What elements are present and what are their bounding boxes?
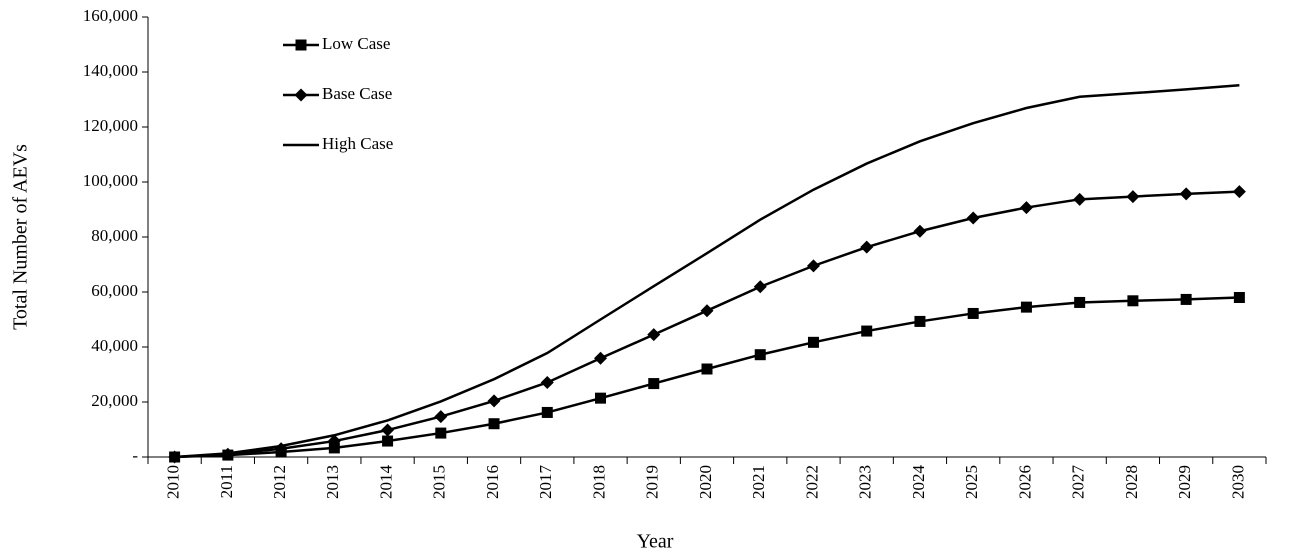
x-tick-label: 2017 (536, 465, 555, 500)
series-line (174, 296, 1240, 459)
legend-marker (294, 88, 308, 102)
y-tick-label: 160,000 (83, 6, 138, 25)
marker (913, 224, 927, 238)
x-tick-label: 2026 (1015, 465, 1034, 499)
marker (541, 406, 553, 418)
marker (1180, 293, 1192, 305)
x-tick-label: 2014 (376, 465, 395, 500)
legend-label: Base Case (322, 84, 392, 103)
y-tick-label: 20,000 (91, 391, 138, 410)
x-tick-label: 2012 (270, 465, 289, 499)
x-tick-label: 2029 (1175, 465, 1194, 499)
y-tick-label: 40,000 (91, 336, 138, 355)
marker (1074, 296, 1086, 308)
marker (860, 240, 874, 254)
marker (594, 351, 608, 365)
marker (700, 304, 714, 318)
x-tick-label: 2016 (483, 465, 502, 499)
marker (806, 259, 820, 273)
marker (914, 315, 926, 327)
marker (648, 378, 660, 390)
x-tick-label: 2021 (749, 465, 768, 499)
marker (807, 336, 819, 348)
marker (434, 410, 448, 424)
y-tick-label: 120,000 (83, 116, 138, 135)
marker (967, 307, 979, 319)
x-tick-label: 2013 (323, 465, 342, 499)
x-tick-label: 2030 (1228, 465, 1247, 499)
y-axis-label: Total Number of AEVs (10, 144, 32, 330)
x-tick-label: 2025 (962, 465, 981, 499)
x-tick-label: 2027 (1069, 465, 1088, 500)
marker (381, 423, 395, 437)
marker (435, 427, 447, 439)
marker (1019, 201, 1033, 215)
marker (753, 280, 767, 294)
series-line (174, 83, 1240, 459)
marker (754, 349, 766, 361)
y-tick-label: - (132, 446, 138, 465)
y-tick-label: 100,000 (83, 171, 138, 190)
marker (540, 375, 554, 389)
marker (1127, 295, 1139, 307)
y-tick-label: 140,000 (83, 61, 138, 80)
marker (487, 394, 501, 408)
x-tick-label: 2028 (1122, 465, 1141, 499)
x-axis-label: Year (637, 531, 674, 553)
x-tick-label: 2024 (909, 465, 928, 500)
x-tick-label: 2011 (217, 465, 236, 498)
marker (595, 392, 607, 404)
marker (382, 435, 394, 447)
series-line (174, 190, 1240, 459)
marker (966, 211, 980, 225)
legend-marker (295, 39, 307, 51)
marker (861, 325, 873, 337)
marker (647, 328, 661, 342)
marker (1020, 301, 1032, 313)
legend-label: Low Case (322, 34, 390, 53)
marker (1232, 185, 1246, 199)
marker (328, 442, 340, 454)
legend-label: High Case (322, 134, 393, 153)
y-tick-label: 80,000 (91, 226, 138, 245)
marker (1233, 292, 1245, 303)
x-tick-label: 2015 (430, 465, 449, 499)
x-tick-label: 2020 (696, 465, 715, 499)
marker (488, 418, 500, 430)
y-tick-label: 60,000 (91, 281, 138, 300)
x-tick-label: 2019 (643, 465, 662, 499)
marker (1179, 187, 1193, 201)
marker (701, 363, 713, 375)
marker (1073, 192, 1087, 206)
x-tick-label: 2010 (164, 465, 183, 499)
marker (327, 434, 341, 448)
x-tick-label: 2022 (802, 465, 821, 499)
x-tick-label: 2023 (856, 465, 875, 499)
marker (1126, 190, 1140, 204)
x-tick-label: 2018 (589, 465, 608, 499)
